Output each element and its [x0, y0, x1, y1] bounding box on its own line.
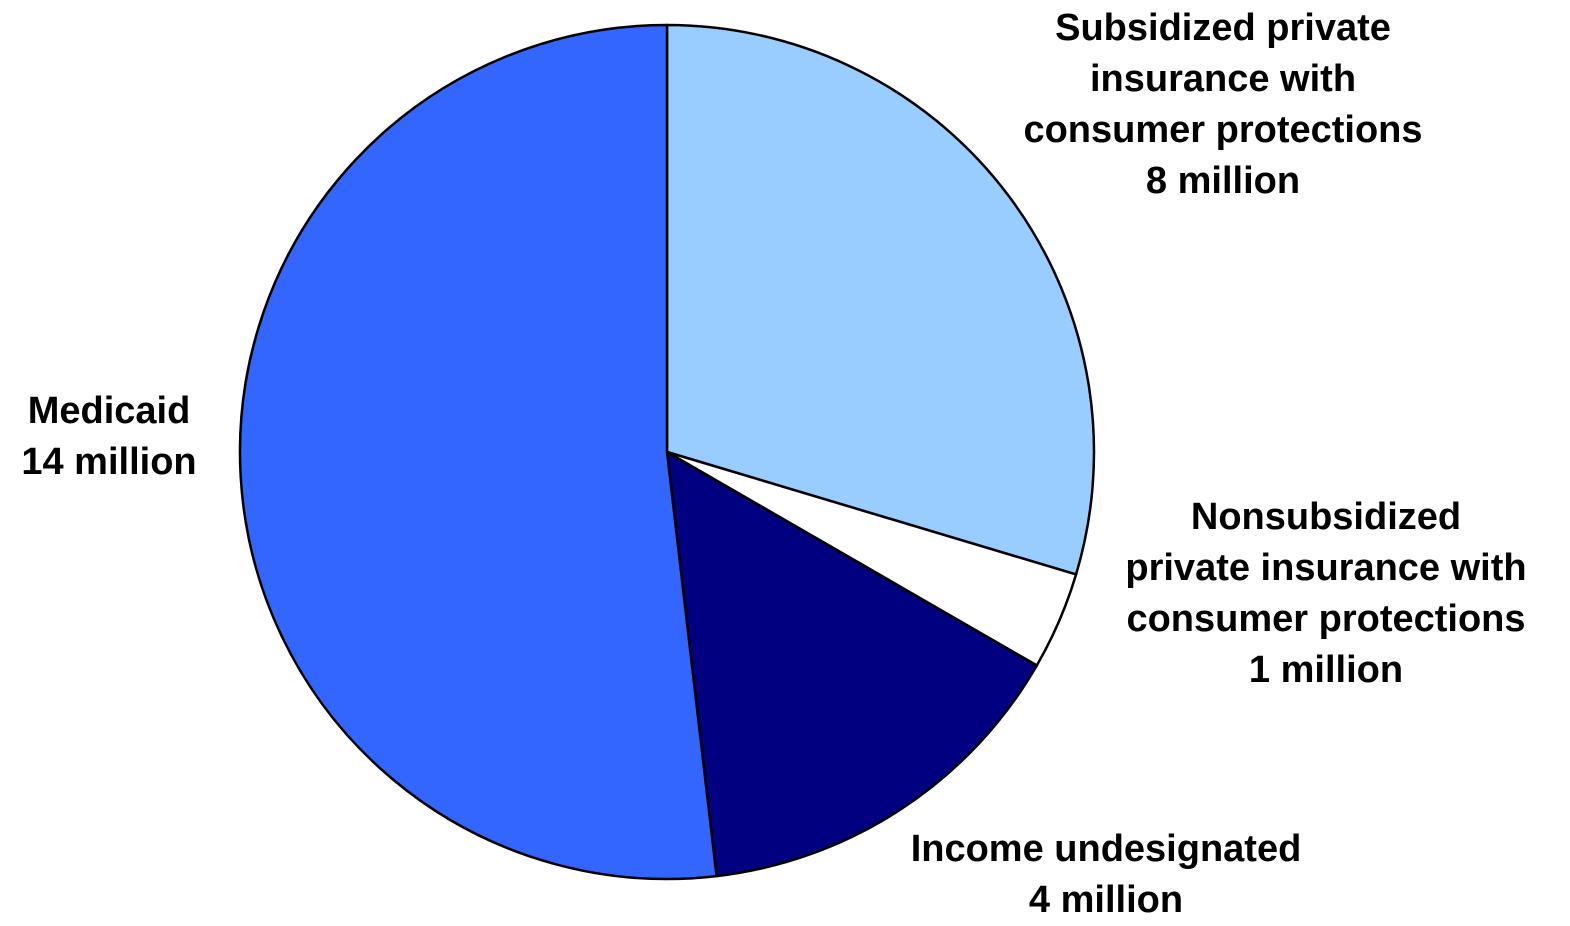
pie-slice-income-undesignated	[665, 450, 1039, 878]
slice-label-line: Nonsubsidized	[1190, 496, 1462, 538]
pie-slice-subsidized-private	[665, 23, 1096, 576]
slice-label-subsidized-private: Subsidized private insurance with consum…	[1000, 3, 1446, 207]
slice-label-nonsubsidized-private: Nonsubsidized private insurance with con…	[1100, 492, 1552, 696]
slice-label-medicaid: Medicaid 14 million	[0, 386, 218, 488]
slice-label-line: private insurance with	[1125, 547, 1527, 589]
pie-slice-medicaid	[238, 23, 718, 881]
slice-label-line: insurance with	[1089, 58, 1357, 100]
slice-value-label: 14 million	[21, 441, 197, 483]
slice-value-label: 4 million	[1028, 879, 1184, 921]
slice-label-line: Medicaid	[27, 390, 191, 432]
slice-label-line: Subsidized private	[1055, 7, 1391, 49]
slice-label-line: Income undesignated	[910, 828, 1302, 870]
slice-label-line: consumer protections	[1023, 109, 1423, 151]
slice-value-label: 1 million	[1248, 649, 1404, 691]
slice-value-label: 8 million	[1145, 160, 1301, 202]
slice-label-line: consumer protections	[1126, 598, 1526, 640]
slice-label-income-undesignated: Income undesignated 4 million	[900, 824, 1312, 926]
pie-slices	[238, 23, 1096, 881]
